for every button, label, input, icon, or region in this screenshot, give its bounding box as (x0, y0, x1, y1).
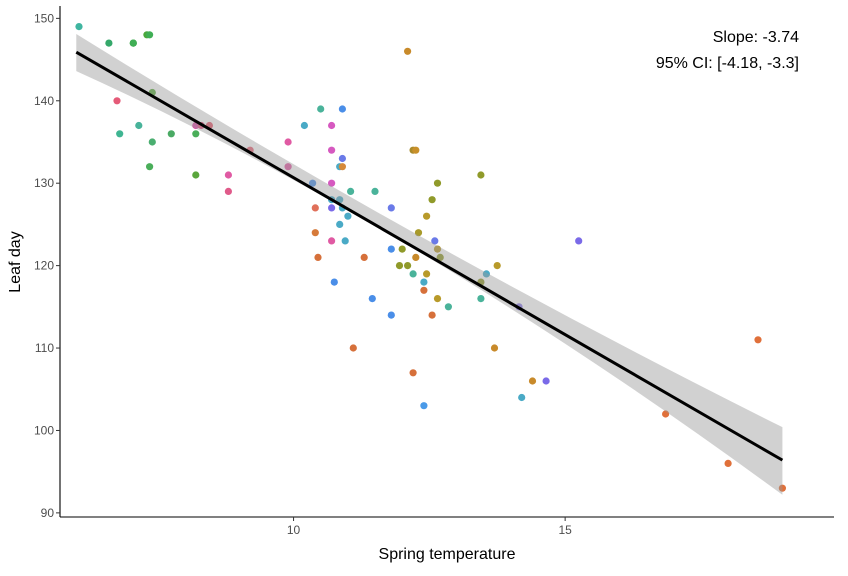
data-point (542, 377, 550, 385)
data-point (314, 253, 322, 261)
data-point (167, 130, 175, 138)
data-point (309, 179, 317, 187)
data-point (420, 286, 428, 294)
data-point (317, 105, 325, 113)
data-point (105, 39, 113, 47)
regression-line (75, 50, 784, 462)
data-point (338, 105, 346, 113)
data-point (347, 187, 355, 195)
data-point (387, 245, 395, 253)
data-point (311, 204, 319, 212)
data-point (431, 237, 439, 245)
data-point (328, 237, 336, 245)
data-point (575, 237, 583, 245)
data-point (344, 212, 352, 220)
data-point (75, 23, 83, 31)
data-point (116, 130, 124, 138)
data-point (398, 245, 406, 253)
data-point (409, 369, 417, 377)
data-point (192, 130, 200, 138)
data-point (754, 336, 762, 344)
data-point (328, 204, 336, 212)
y-tick-label: 100 (34, 423, 54, 437)
y-tick-label: 110 (35, 341, 54, 355)
plot-area (75, 23, 787, 495)
data-point (409, 270, 417, 278)
data-point (778, 484, 787, 492)
data-point (328, 146, 336, 154)
data-point (420, 402, 428, 410)
data-point (423, 270, 431, 278)
data-point (387, 204, 395, 212)
data-point (404, 47, 412, 55)
data-point (428, 196, 436, 204)
x-axis-title: Spring temperature (379, 546, 516, 563)
data-point (420, 278, 428, 286)
data-point (360, 253, 368, 261)
data-point (338, 154, 346, 163)
data-point (518, 393, 526, 402)
data-point (284, 163, 292, 171)
ticks: 10 15 90 100 110 120 130 140 150 (34, 11, 572, 537)
data-point (414, 229, 423, 237)
y-tick-label: 130 (34, 176, 54, 190)
data-point (341, 237, 349, 245)
data-point (493, 262, 501, 270)
data-point (368, 295, 376, 303)
data-point (338, 163, 346, 171)
data-point (284, 138, 292, 146)
data-point (490, 344, 499, 352)
data-point (423, 212, 431, 220)
confidence-band (76, 34, 783, 495)
data-point (336, 220, 344, 228)
data-point (300, 121, 308, 130)
y-tick-label: 140 (34, 94, 54, 108)
data-point (129, 39, 137, 47)
ci-annotation: 95% CI: [-4.18, -3.3] (656, 55, 799, 72)
data-point (371, 187, 379, 195)
data-point (328, 121, 336, 130)
y-tick-label: 90 (41, 506, 55, 520)
data-point (113, 97, 121, 105)
data-point (436, 253, 444, 261)
data-point (528, 377, 537, 385)
y-axis-title: Leaf day (7, 231, 24, 292)
data-point (148, 138, 156, 146)
axes (59, 6, 834, 518)
data-point (146, 163, 154, 171)
slope-annotation: Slope: -3.74 (713, 29, 799, 46)
data-point (404, 262, 412, 270)
data-point (336, 196, 344, 204)
x-tick-label: 15 (558, 523, 572, 537)
data-point (433, 295, 442, 303)
data-point (311, 229, 319, 237)
data-point (412, 146, 420, 154)
data-point (477, 295, 485, 303)
data-point (477, 171, 485, 179)
data-point (482, 270, 490, 278)
data-point (433, 179, 442, 187)
data-point (433, 245, 442, 253)
data-point (135, 121, 143, 130)
data-point (412, 253, 420, 261)
data-point (146, 31, 154, 39)
data-point (224, 187, 232, 195)
data-point (349, 344, 357, 352)
data-point (444, 303, 452, 311)
x-tick-label: 10 (287, 523, 301, 537)
data-point (330, 278, 338, 286)
data-point (328, 179, 336, 187)
data-point (395, 262, 404, 270)
y-tick-label: 120 (34, 259, 54, 273)
data-point (662, 410, 670, 418)
y-tick-label: 150 (34, 11, 54, 25)
data-point (387, 311, 395, 319)
data-point (724, 459, 732, 467)
data-point (224, 171, 232, 179)
data-point (428, 311, 436, 319)
data-point (192, 171, 200, 179)
